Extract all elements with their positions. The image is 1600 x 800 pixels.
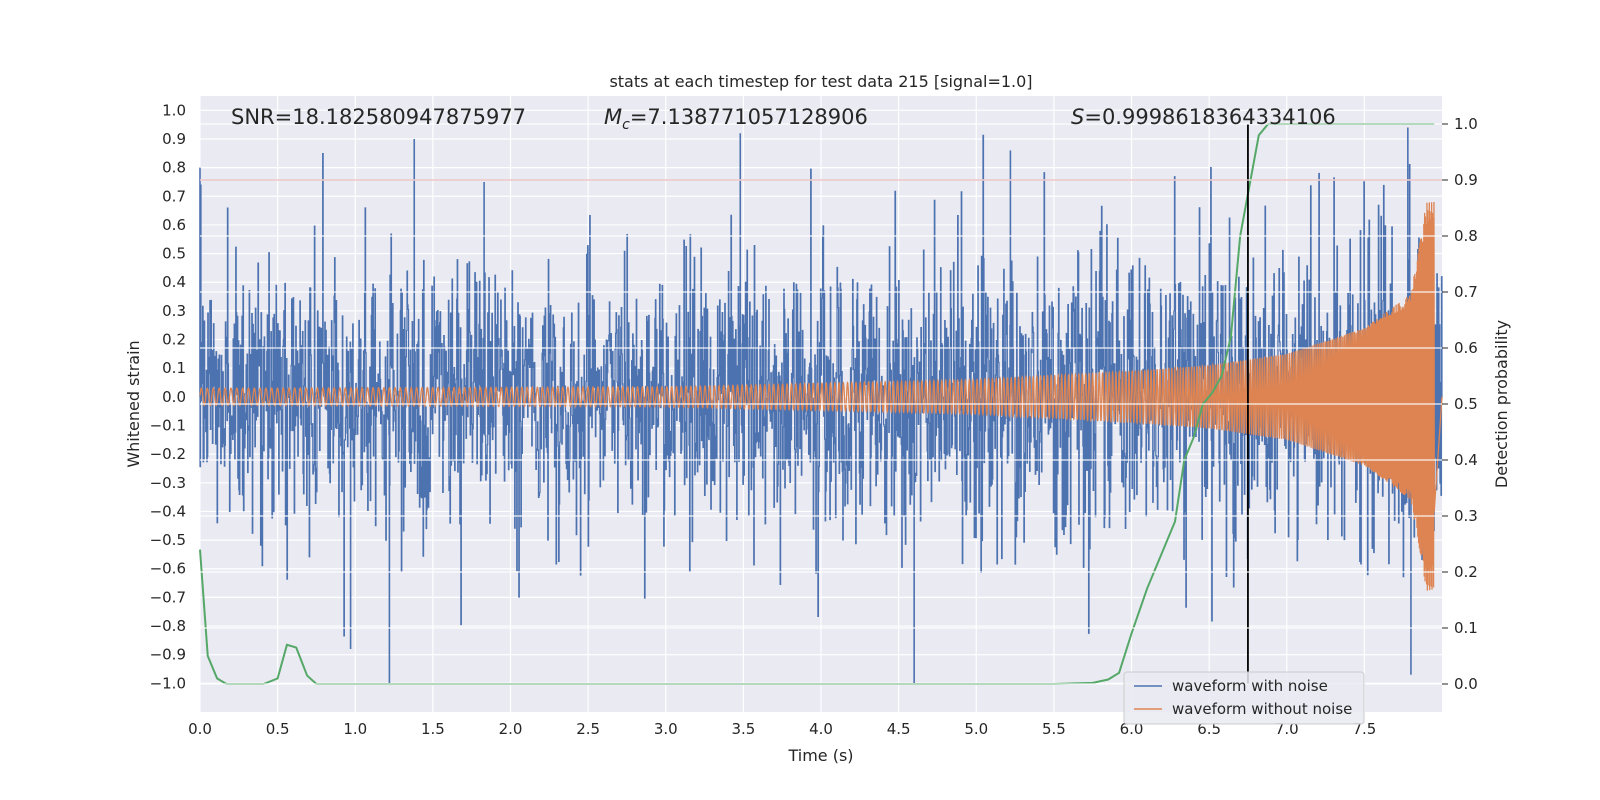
x-tick-label: 5.0 xyxy=(964,720,988,738)
y-tick-label-right: 0.0 xyxy=(1454,675,1478,693)
y-tick-label-left: 0.1 xyxy=(162,359,186,377)
x-tick-label: 5.5 xyxy=(1042,720,1066,738)
y-tick-label-left: −0.3 xyxy=(150,474,186,492)
x-tick-label: 4.0 xyxy=(809,720,833,738)
noisy-waveform-path xyxy=(199,134,1443,637)
y-tick-label-left: 0.3 xyxy=(162,302,186,320)
y-tick-label-right: 0.5 xyxy=(1454,395,1478,413)
series-waveform-with-noise xyxy=(199,127,1443,684)
y-tick-label-right: 0.7 xyxy=(1454,283,1478,301)
y-tick-label-left: −0.2 xyxy=(150,445,186,463)
chirp-mass-subscript: c xyxy=(622,117,630,133)
chart-title: stats at each timestep for test data 215… xyxy=(609,72,1032,91)
y-tick-label-left: 0.7 xyxy=(162,187,186,205)
x-tick-label: 0.0 xyxy=(188,720,212,738)
tick-labels: 0.0 0.5 1.0 1.5 2.0 2.5 3.0 3.5 4.0 4.5 5.0 5.5 6.0 6… xyxy=(150,101,1478,738)
series-detection-probability xyxy=(199,123,1435,685)
y-tick-label-right: 0.9 xyxy=(1454,171,1478,189)
y-tick-label-left: −0.8 xyxy=(150,617,186,635)
y-tick-label-left: 0.5 xyxy=(162,245,186,263)
y-tick-label-left: −0.4 xyxy=(150,502,186,520)
detection-probability-path xyxy=(199,123,1435,685)
x-tick-label: 2.5 xyxy=(576,720,600,738)
legend-label-waveform-with-noise: waveform with noise xyxy=(1172,677,1328,695)
chirp-mass-annotation: Mc=7.138771057128906 xyxy=(604,105,868,133)
score-annotation: S=0.9998618364334106 xyxy=(1071,105,1336,129)
right-axis-grid xyxy=(200,123,1442,685)
y-tick-label-left: 1.0 xyxy=(162,101,186,119)
y-tick-label-right: 0.1 xyxy=(1454,619,1478,637)
y-tick-label-left: 0.8 xyxy=(162,159,186,177)
x-tick-label: 3.5 xyxy=(731,720,755,738)
x-tick-label: 1.0 xyxy=(343,720,367,738)
chirp-waveform-path xyxy=(199,202,1443,591)
x-tick-label: 3.0 xyxy=(654,720,678,738)
y-tick-label-right: 1.0 xyxy=(1454,115,1478,133)
y-tick-label-left: −0.5 xyxy=(150,531,186,549)
legend-label-waveform-without-noise: waveform without noise xyxy=(1172,700,1352,718)
y-tick-label-left: −1.0 xyxy=(150,674,186,692)
chirp-mass-symbol: M xyxy=(604,105,622,129)
y-tick-label-left: 0.2 xyxy=(162,331,186,349)
x-tick-label: 0.5 xyxy=(266,720,290,738)
y-tick-label-left: 0.4 xyxy=(162,273,186,291)
y-tick-label-left: 0.9 xyxy=(162,130,186,148)
y-tick-label-right: 0.2 xyxy=(1454,563,1478,581)
y-tick-label-right: 0.3 xyxy=(1454,507,1478,525)
y-tick-label-left: −0.6 xyxy=(150,560,186,578)
x-axis-label: Time (s) xyxy=(787,746,853,765)
y-tick-label-left: 0.6 xyxy=(162,216,186,234)
snr-annotation: SNR=18.182580947875977 xyxy=(231,105,526,129)
y-tick-label-left: 0.0 xyxy=(162,388,186,406)
y-axis-label-right: Detection probability xyxy=(1492,320,1511,488)
y-tick-label-left: −0.9 xyxy=(150,646,186,664)
y-axis-label-left: Whitened strain xyxy=(124,340,143,467)
score-symbol: S xyxy=(1071,105,1084,129)
y-tick-label-left: −0.1 xyxy=(150,416,186,434)
legend-box xyxy=(1123,671,1365,725)
x-tick-label: 2.0 xyxy=(499,720,523,738)
chirp-mass-value: =7.138771057128906 xyxy=(630,105,868,129)
series-waveform-without-noise xyxy=(199,202,1443,591)
score-value: =0.9998618364334106 xyxy=(1084,105,1335,129)
x-tick-label: 1.5 xyxy=(421,720,445,738)
x-tick-label: 4.5 xyxy=(887,720,911,738)
y-tick-label-right: 0.4 xyxy=(1454,451,1478,469)
legend: waveform with noise waveform without noi… xyxy=(1123,671,1365,725)
y-tick-label-left: −0.7 xyxy=(150,588,186,606)
y-tick-label-right: 0.8 xyxy=(1454,227,1478,245)
y-tick-label-right: 0.6 xyxy=(1454,339,1478,357)
